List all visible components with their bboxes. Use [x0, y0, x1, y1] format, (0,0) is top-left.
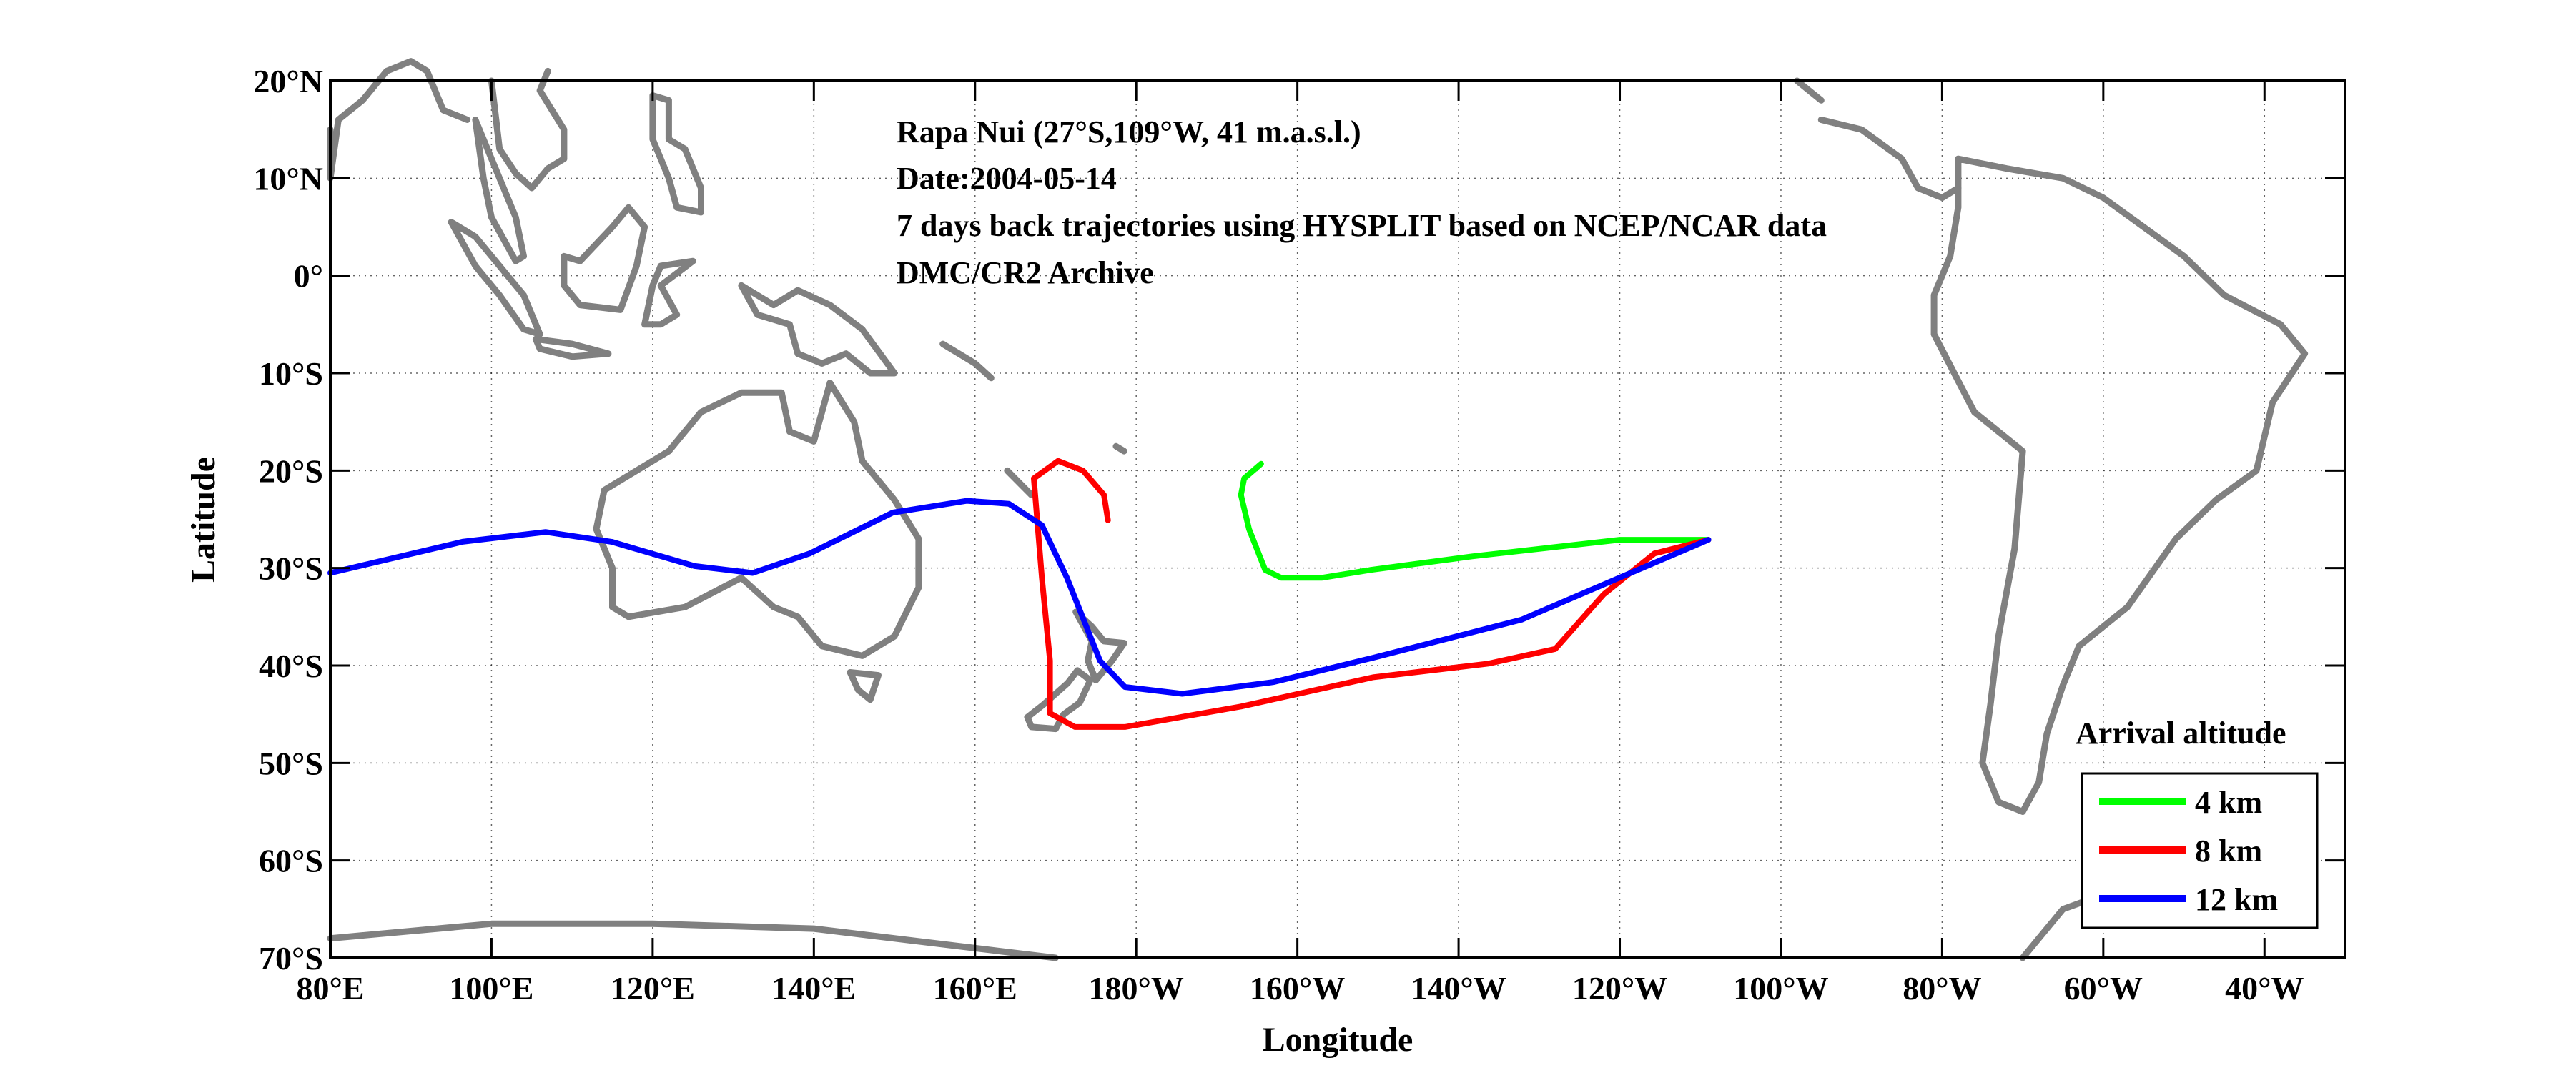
x-tick-label: 100°W	[1733, 970, 1828, 1007]
x-tick-label: 40°W	[2225, 970, 2304, 1007]
trajectory-12km	[327, 498, 1712, 697]
y-tick-label: 20°S	[259, 453, 323, 489]
coastline-sulawesi	[641, 257, 696, 328]
coastline-antarctica	[327, 920, 1059, 961]
y-tick-label: 0°	[294, 258, 323, 295]
coastline-borneo	[561, 204, 648, 313]
y-axis-label: Latitude	[184, 457, 222, 583]
coastline-india	[327, 58, 471, 182]
coastline-indochina	[488, 67, 568, 192]
coastline-new-caledonia	[1004, 467, 1035, 498]
y-tick-label: 10°S	[259, 355, 323, 392]
legend-label-4km: 4 km	[2195, 785, 2262, 820]
coastline-new-zealand-south	[1024, 667, 1094, 733]
coastline-solomon-vanuatu	[939, 340, 995, 382]
x-tick-label: 140°E	[771, 970, 856, 1007]
annotation-line-4: DMC/CR2 Archive	[897, 255, 1154, 290]
annotation-line-1: Rapa Nui (27°S,109°W, 41 m.a.s.l.)	[897, 114, 1361, 149]
legend: Arrival altitude 4 km 8 km 12 km	[2076, 716, 2319, 929]
legend-label-8km: 8 km	[2195, 834, 2262, 869]
coastline-fiji	[1112, 442, 1127, 455]
x-tick-label: 80°W	[1903, 970, 1981, 1007]
coastline-north-america-east	[1794, 77, 1825, 104]
annotation-line-3: 7 days back trajectories using HYSPLIT b…	[897, 208, 1827, 243]
coastline-java	[532, 335, 612, 360]
x-tick-label: 120°E	[611, 970, 695, 1007]
coastlines	[327, 58, 2309, 961]
coastline-australia	[593, 380, 922, 659]
y-tick-label: 30°S	[259, 550, 323, 587]
x-tick-label: 60°W	[2064, 970, 2143, 1007]
trajectory-8km	[1031, 458, 1712, 730]
y-tick-label: 60°S	[259, 843, 323, 879]
x-tick-label: 180°W	[1088, 970, 1183, 1007]
x-tick-label: 140°W	[1411, 970, 1506, 1007]
trajectory-series	[327, 458, 1712, 730]
x-tick-label: 80°E	[296, 970, 364, 1007]
coastline-new-zealand-north	[1072, 608, 1127, 683]
axis-ticks: 80°E 100°E 120°E 140°E 160°E 180°W 160°W 140°W 1…	[253, 63, 2345, 1007]
coastline-sumatra	[448, 219, 543, 337]
x-tick-label: 160°W	[1250, 970, 1345, 1007]
trajectory-4km	[1238, 460, 1712, 581]
coastline-malay-peninsula	[472, 117, 527, 264]
coastline-south-america	[1930, 155, 2309, 815]
x-tick-label: 100°E	[449, 970, 533, 1007]
y-tick-label: 50°S	[259, 745, 323, 781]
y-tick-label: 70°S	[259, 940, 323, 976]
annotation-line-2: Date:2004-05-14	[897, 161, 1117, 196]
y-tick-label: 20°N	[253, 63, 323, 99]
x-tick-label: 160°E	[933, 970, 1017, 1007]
coastline-philippines	[649, 92, 704, 216]
plot-frame	[329, 79, 2346, 959]
y-tick-label: 40°S	[259, 648, 323, 684]
coastline-central-america	[1817, 117, 1962, 202]
annotation: Rapa Nui (27°S,109°W, 41 m.a.s.l.) Date:…	[897, 114, 1827, 290]
legend-title: Arrival altitude	[2076, 716, 2286, 751]
y-tick-label: 10°N	[253, 160, 323, 197]
x-tick-label: 120°W	[1572, 970, 1667, 1007]
x-axis-label: Longitude	[1263, 1021, 1413, 1059]
legend-label-12km: 12 km	[2195, 882, 2278, 917]
coastline-tasmania	[847, 669, 882, 703]
coastline-new-guinea	[738, 282, 898, 377]
